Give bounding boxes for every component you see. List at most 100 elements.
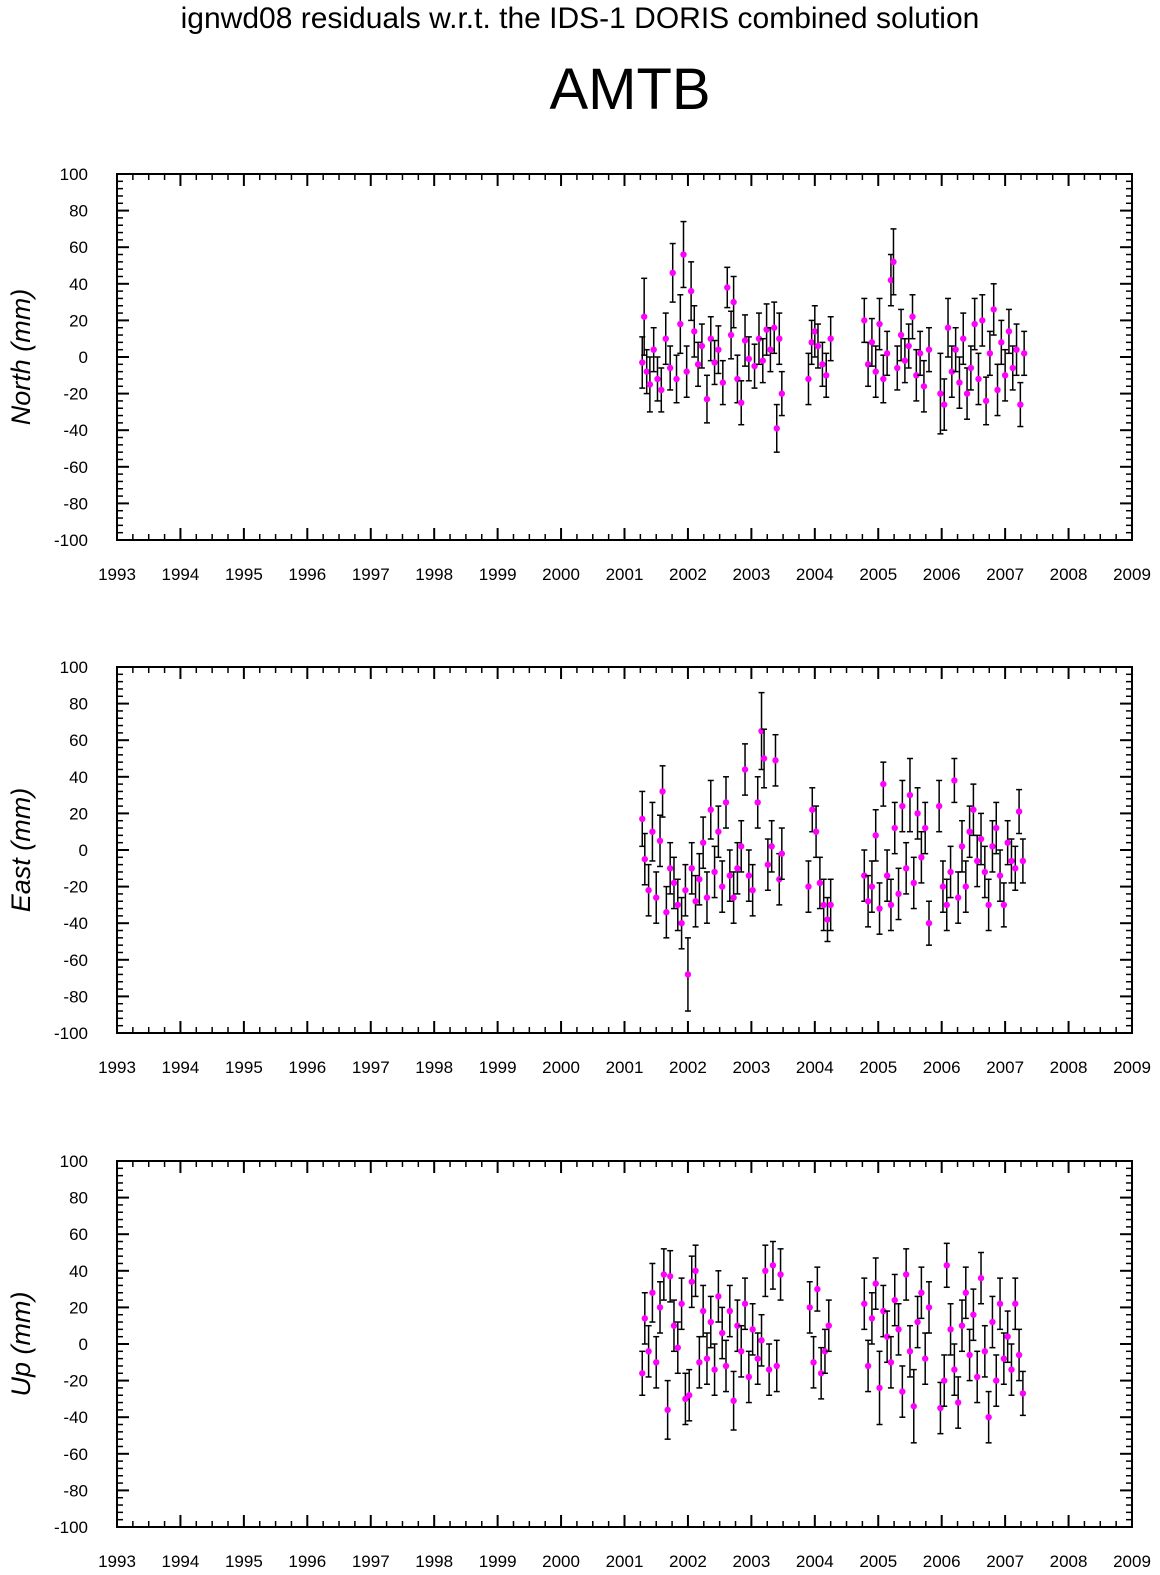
up-x-tick-label: 2001 [606, 1552, 644, 1571]
north-data-point [719, 379, 727, 386]
up-x-tick-label: 2002 [669, 1552, 707, 1571]
up-data-point [895, 1326, 902, 1333]
east-data-point [861, 872, 868, 879]
north-data-point [687, 287, 695, 295]
up-data-point [645, 1348, 652, 1355]
east-data-point [749, 887, 756, 894]
north-data-point [913, 372, 920, 379]
east-data-point [682, 887, 689, 894]
east-y-tick-label: 60 [69, 731, 88, 750]
east-data-point [764, 861, 772, 868]
up-data-point [1015, 1351, 1023, 1359]
up-x-tick-label: 1993 [98, 1552, 136, 1571]
north-data-point [646, 381, 654, 388]
up-data-point [899, 1388, 906, 1395]
east-data-point [645, 887, 652, 894]
east-data-point [993, 824, 1000, 832]
north-data-point [738, 399, 745, 406]
north-data-point [694, 361, 702, 368]
up-data-point [718, 1329, 726, 1337]
north-data-point [941, 401, 948, 408]
station-title: AMTB [549, 57, 711, 122]
east-data-point [935, 802, 943, 810]
east-data-point [925, 920, 933, 927]
north-data-point [952, 346, 959, 353]
east-data-point [722, 799, 730, 806]
up-data-point [670, 1322, 678, 1329]
up-x-tick-label: 2007 [986, 1552, 1024, 1571]
north-data-point [880, 375, 887, 383]
north-data-point [1017, 401, 1024, 408]
up-x-tick-label: 2009 [1113, 1552, 1151, 1571]
up-data-point [703, 1355, 711, 1362]
north-x-tick-label: 1997 [352, 565, 390, 584]
up-data-point [902, 1271, 910, 1278]
east-data-point [868, 883, 876, 890]
east-data-point [880, 780, 887, 788]
up-x-tick-label: 1999 [479, 1552, 517, 1571]
east-data-point [887, 901, 895, 909]
up-data-point [883, 1333, 891, 1340]
up-data-point [641, 1315, 648, 1322]
up-data-point [1000, 1355, 1008, 1362]
north-y-tick-label: 40 [69, 275, 88, 294]
north-x-tick-label: 1995 [225, 565, 263, 584]
north-data-point [897, 331, 905, 339]
east-data-point [910, 879, 917, 887]
north-data-point [925, 346, 933, 353]
north-data-point [894, 364, 901, 372]
up-y-tick-label: -60 [63, 1445, 88, 1464]
up-plot-frame [116, 1160, 1133, 1528]
north-data-point [960, 335, 967, 342]
up-data-point [666, 1273, 674, 1280]
up-x-tick-label: 1994 [162, 1552, 200, 1571]
up-data-point [981, 1348, 989, 1355]
east-data-point [670, 879, 678, 887]
east-x-tick-label: 2007 [986, 1058, 1024, 1077]
east-data-point [738, 843, 745, 850]
up-data-point [773, 1362, 780, 1370]
north-x-tick-label: 2002 [669, 565, 707, 584]
east-x-tick-label: 2005 [859, 1058, 897, 1077]
east-data-point [989, 843, 996, 850]
up-y-tick-label: -20 [63, 1372, 88, 1391]
east-plot-frame [116, 666, 1133, 1034]
chart-suptitle: ignwd08 residuals w.r.t. the IDS-1 DORIS… [180, 2, 980, 35]
up-data-point [741, 1300, 749, 1307]
north-data-point [861, 317, 868, 324]
east-data-point [692, 898, 699, 905]
north-x-tick-label: 1996 [288, 565, 326, 584]
up-data-point [722, 1362, 730, 1370]
north-data-point [767, 346, 774, 353]
north-data-point [698, 342, 706, 350]
north-data-point [948, 368, 956, 375]
east-y-tick-label: -100 [54, 1024, 88, 1043]
up-data-point [817, 1370, 825, 1377]
up-data-point [749, 1326, 756, 1333]
up-data-point [1004, 1333, 1011, 1340]
east-y-tick-label: -40 [63, 914, 88, 933]
up-data-point [664, 1406, 671, 1414]
east-x-tick-label: 1997 [352, 1058, 390, 1077]
east-y-tick-label: -20 [63, 878, 88, 897]
north-data-point [982, 397, 990, 405]
north-data-point [741, 337, 749, 344]
north-data-point [776, 335, 783, 342]
north-x-tick-label: 2000 [542, 565, 580, 584]
up-data-point [996, 1300, 1004, 1307]
up-x-tick-label: 2000 [542, 1552, 580, 1571]
east-data-point [805, 883, 812, 890]
north-data-point [901, 357, 909, 364]
north-data-point [887, 276, 895, 284]
north-x-tick-label: 1999 [479, 565, 517, 584]
east-data-point [1004, 839, 1011, 846]
east-data-point [760, 755, 768, 762]
east-x-tick-label: 2009 [1113, 1058, 1151, 1077]
east-data-point [958, 843, 966, 850]
north-data-point [872, 368, 879, 375]
up-y-tick-label: -100 [54, 1518, 88, 1537]
up-data-point [806, 1304, 813, 1311]
up-data-point [985, 1414, 992, 1421]
north-data-point [876, 320, 883, 328]
north-y-tick-label: -80 [63, 494, 88, 513]
